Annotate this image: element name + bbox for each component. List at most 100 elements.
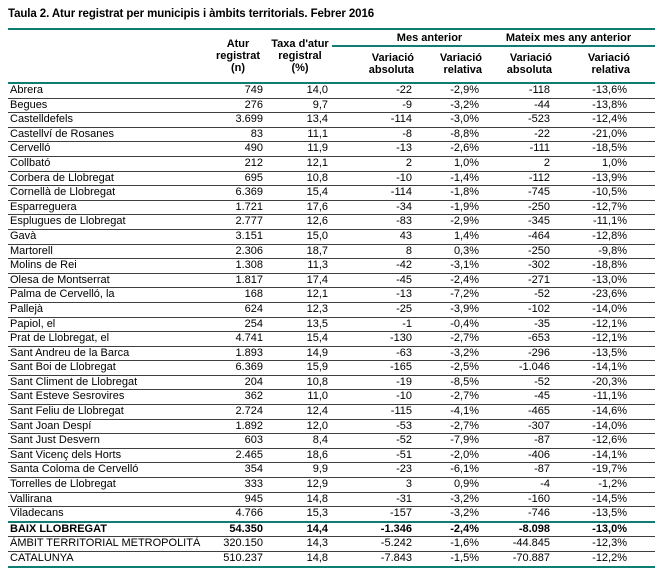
cell-variacio-relativa-any: -23,6% — [552, 287, 631, 303]
cell-variacio-relativa-any: -12,6% — [552, 433, 631, 449]
report-page: Taula 2. Atur registrat per municipis i … — [8, 8, 656, 568]
table-row: Sant Climent de Llobregat 204 10,8 -19 -… — [8, 375, 656, 391]
cell-municipality: Esparreguera — [8, 200, 208, 216]
cell-variacio-absoluta-any: -118 — [482, 83, 553, 99]
cell-atur-registrat: 2.465 — [208, 448, 268, 464]
cell-taxa-atur: 12,3 — [268, 302, 332, 318]
header-group-row: Atur registrat (n) Taxa d'atur registral… — [8, 29, 656, 84]
cell-municipality: Sant Just Desvern — [8, 433, 208, 449]
cell-atur-registrat: 254 — [208, 317, 268, 333]
cell-variacio-absoluta-any: -102 — [482, 302, 553, 318]
cell-atur-registrat: 2.724 — [208, 404, 268, 420]
cell-municipality: Santa Coloma de Cervelló — [8, 462, 208, 479]
cell-variacio-relativa-mes: -3,2% — [414, 506, 483, 523]
cell-variacio-relativa-mes: -2,4% — [414, 273, 483, 289]
cell-municipality: Sant Joan Despí — [8, 419, 208, 435]
cell-municipality: Sant Feliu de Llobregat — [8, 404, 208, 420]
cell-atur-registrat: 945 — [208, 492, 268, 508]
cell-variacio-relativa-mes: -1,4% — [414, 171, 483, 187]
cell-variacio-relativa-mes: -1,5% — [414, 551, 483, 568]
cell-atur-registrat: 362 — [208, 389, 268, 406]
cell-variacio-absoluta-mes: -115 — [332, 404, 414, 420]
cell-variacio-relativa-any: -9,8% — [552, 244, 631, 260]
cell-variacio-relativa-mes: 1,0% — [414, 156, 483, 172]
cell-taxa-atur: 18,6 — [268, 448, 332, 464]
table-row: Begues 276 9,7 -9 -3,2% -44 -13,8% — [8, 98, 656, 114]
cell-municipality: Vallirana — [8, 492, 208, 508]
cell-spacer — [630, 317, 656, 333]
cell-variacio-relativa-any: -20,3% — [552, 375, 631, 391]
cell-taxa-atur: 14,3 — [268, 536, 332, 552]
cell-spacer — [630, 477, 656, 493]
cell-municipality: Castellví de Rosanes — [8, 127, 208, 143]
cell-taxa-atur: 14,0 — [268, 83, 332, 99]
cell-variacio-relativa-any: -12,3% — [552, 536, 631, 552]
cell-atur-registrat: 320.150 — [208, 536, 268, 552]
cell-atur-registrat: 603 — [208, 433, 268, 449]
cell-spacer — [630, 331, 656, 347]
cell-variacio-absoluta-any: -87 — [482, 462, 553, 479]
cell-variacio-relativa-any: -14,6% — [552, 404, 631, 420]
cell-atur-registrat: 276 — [208, 98, 268, 114]
cell-spacer — [630, 214, 656, 230]
cell-atur-registrat: 1.817 — [208, 273, 268, 289]
cell-variacio-relativa-mes: -2,7% — [414, 331, 483, 347]
cell-variacio-absoluta-mes: -45 — [332, 273, 414, 289]
cell-spacer — [630, 492, 656, 508]
cell-variacio-relativa-any: -14,0% — [552, 302, 631, 318]
cell-variacio-relativa-mes: -0,4% — [414, 317, 483, 333]
cell-municipality: Prat de Llobregat, el — [8, 331, 208, 347]
cell-municipality: Cervelló — [8, 141, 208, 157]
cell-municipality: Molins de Rei — [8, 258, 208, 274]
cell-taxa-atur: 14,4 — [268, 520, 332, 538]
cell-taxa-atur: 9,9 — [268, 462, 332, 479]
table-row: Collbató 212 12,1 2 1,0% 2 1,0% — [8, 156, 656, 172]
cell-spacer — [630, 258, 656, 274]
cell-spacer — [630, 83, 656, 99]
cell-variacio-relativa-any: -12,4% — [552, 112, 631, 128]
column-group-mateix-mes-any-anterior: Mateix mes any anterior — [482, 29, 656, 47]
cell-atur-registrat: 6.369 — [208, 360, 268, 376]
cell-variacio-relativa-any: -10,5% — [552, 185, 631, 201]
table-row: Sant Andreu de la Barca 1.893 14,9 -63 -… — [8, 346, 656, 362]
cell-variacio-absoluta-any: -653 — [482, 331, 553, 347]
cell-variacio-absoluta-any: -35 — [482, 317, 553, 333]
cell-variacio-relativa-mes: -3,2% — [414, 492, 483, 508]
cell-atur-registrat: 749 — [208, 83, 268, 99]
cell-spacer — [630, 551, 656, 568]
cell-variacio-absoluta-mes: -52 — [332, 433, 414, 449]
cell-spacer — [630, 375, 656, 391]
cell-municipality: Gavà — [8, 229, 208, 245]
table-row: Sant Just Desvern 603 8,4 -52 -7,9% -87 … — [8, 433, 656, 449]
table-row: Papiol, el 254 13,5 -1 -0,4% -35 -12,1% — [8, 317, 656, 333]
cell-variacio-absoluta-mes: -5.242 — [332, 536, 414, 552]
cell-variacio-relativa-any: -14,1% — [552, 360, 631, 376]
header-spacer — [630, 46, 656, 84]
column-group-mes-anterior: Mes anterior — [332, 29, 483, 47]
cell-municipality: ÀMBIT TERRITORIAL METROPOLITÀ — [8, 536, 208, 552]
cell-taxa-atur: 11,0 — [268, 389, 332, 406]
cell-variacio-relativa-mes: 0,9% — [414, 477, 483, 493]
column-header-variacio-relativa-mes: Variació relativa — [414, 46, 483, 84]
cell-variacio-relativa-mes: 0,3% — [414, 244, 483, 260]
cell-spacer — [630, 404, 656, 420]
cell-municipality: BAIX LLOBREGAT — [8, 520, 208, 538]
cell-variacio-absoluta-any: -406 — [482, 448, 553, 464]
cell-municipality: Sant Andreu de la Barca — [8, 346, 208, 362]
cell-taxa-atur: 10,8 — [268, 375, 332, 391]
table-row: Vallirana 945 14,8 -31 -3,2% -160 -14,5% — [8, 492, 656, 508]
cell-variacio-absoluta-any: -250 — [482, 244, 553, 260]
cell-variacio-absoluta-mes: -114 — [332, 185, 414, 201]
cell-variacio-absoluta-mes: -157 — [332, 506, 414, 523]
cell-spacer — [630, 185, 656, 201]
cell-variacio-relativa-mes: -7,9% — [414, 433, 483, 449]
cell-variacio-relativa-any: -13,5% — [552, 506, 631, 523]
table-row: Abrera 749 14,0 -22 -2,9% -118 -13,6% — [8, 83, 656, 99]
cell-variacio-absoluta-any: -70.887 — [482, 551, 553, 568]
table-row: BAIX LLOBREGAT 54.350 14,4 -1.346 -2,4% … — [8, 520, 656, 538]
cell-variacio-absoluta-mes: -165 — [332, 360, 414, 376]
cell-variacio-absoluta-mes: -34 — [332, 200, 414, 216]
cell-municipality: Begues — [8, 98, 208, 114]
cell-spacer — [630, 141, 656, 157]
cell-taxa-atur: 13,5 — [268, 317, 332, 333]
